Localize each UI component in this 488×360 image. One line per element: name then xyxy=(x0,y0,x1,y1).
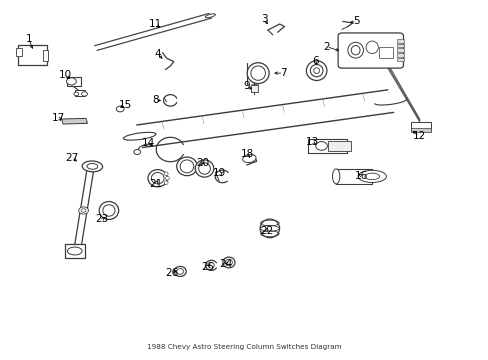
Circle shape xyxy=(79,207,88,214)
Ellipse shape xyxy=(242,154,256,163)
Ellipse shape xyxy=(260,219,279,238)
Bar xyxy=(396,44,403,47)
Ellipse shape xyxy=(87,163,98,169)
Bar xyxy=(396,53,403,57)
Ellipse shape xyxy=(225,259,232,266)
Ellipse shape xyxy=(176,157,197,176)
Bar xyxy=(410,128,430,132)
Ellipse shape xyxy=(350,45,359,55)
Ellipse shape xyxy=(151,172,163,184)
Text: 2: 2 xyxy=(323,42,329,51)
Text: 16: 16 xyxy=(354,171,367,181)
Circle shape xyxy=(315,141,327,150)
Bar xyxy=(335,169,372,184)
Text: 14: 14 xyxy=(141,139,154,148)
Polygon shape xyxy=(61,118,87,124)
FancyBboxPatch shape xyxy=(337,33,403,68)
Bar xyxy=(327,141,350,150)
Text: 22: 22 xyxy=(259,226,272,236)
Bar xyxy=(18,45,47,65)
Bar xyxy=(66,77,81,86)
Text: 10: 10 xyxy=(59,70,71,80)
Text: 15: 15 xyxy=(118,100,131,110)
Text: 11: 11 xyxy=(149,19,162,29)
Ellipse shape xyxy=(306,61,326,81)
Bar xyxy=(396,58,403,61)
Ellipse shape xyxy=(164,181,168,184)
Bar xyxy=(307,139,346,153)
Text: 12: 12 xyxy=(411,131,425,141)
Bar xyxy=(250,85,257,92)
Circle shape xyxy=(81,209,86,212)
Text: 9: 9 xyxy=(243,81,250,91)
Circle shape xyxy=(74,92,79,96)
Ellipse shape xyxy=(164,172,168,176)
Text: 3: 3 xyxy=(260,14,267,24)
Ellipse shape xyxy=(174,266,186,276)
Text: 17: 17 xyxy=(52,113,65,123)
Bar xyxy=(396,39,403,42)
Bar xyxy=(64,244,85,258)
Ellipse shape xyxy=(165,176,169,180)
Text: 13: 13 xyxy=(305,138,319,147)
Bar xyxy=(75,90,84,96)
Circle shape xyxy=(81,92,87,96)
Ellipse shape xyxy=(123,132,156,140)
Ellipse shape xyxy=(67,247,82,255)
Ellipse shape xyxy=(180,160,193,173)
Text: 27: 27 xyxy=(64,153,78,163)
Bar xyxy=(410,122,430,131)
Text: 8: 8 xyxy=(152,95,159,105)
Text: 5: 5 xyxy=(353,17,359,27)
Ellipse shape xyxy=(223,257,235,268)
Text: 4: 4 xyxy=(154,49,161,59)
Ellipse shape xyxy=(195,160,213,177)
Ellipse shape xyxy=(313,68,319,73)
Text: 24: 24 xyxy=(219,259,232,269)
Ellipse shape xyxy=(198,163,210,174)
Ellipse shape xyxy=(250,66,265,80)
Bar xyxy=(378,47,392,58)
Ellipse shape xyxy=(205,14,215,18)
Ellipse shape xyxy=(357,170,386,183)
Ellipse shape xyxy=(208,263,214,268)
Circle shape xyxy=(66,78,76,85)
Ellipse shape xyxy=(366,41,378,54)
Ellipse shape xyxy=(310,64,323,77)
Ellipse shape xyxy=(148,170,167,187)
Bar xyxy=(43,50,48,60)
Text: 18: 18 xyxy=(240,149,253,159)
Text: 21: 21 xyxy=(149,179,162,189)
Text: 1988 Chevy Astro Steering Column Switches Diagram: 1988 Chevy Astro Steering Column Switche… xyxy=(147,345,341,350)
Bar xyxy=(396,48,403,52)
Ellipse shape xyxy=(82,161,102,172)
Ellipse shape xyxy=(246,63,268,84)
Circle shape xyxy=(134,149,141,154)
Text: 6: 6 xyxy=(311,56,318,66)
Text: 1: 1 xyxy=(25,35,32,44)
Ellipse shape xyxy=(176,269,183,274)
Text: 19: 19 xyxy=(212,168,225,178)
Ellipse shape xyxy=(347,42,363,58)
Ellipse shape xyxy=(332,169,339,184)
Text: 25: 25 xyxy=(201,262,214,272)
Ellipse shape xyxy=(102,205,115,216)
Ellipse shape xyxy=(99,202,119,220)
Ellipse shape xyxy=(364,173,379,180)
Text: 23: 23 xyxy=(95,215,108,224)
Text: 26: 26 xyxy=(165,267,179,278)
Text: 7: 7 xyxy=(280,68,286,78)
Circle shape xyxy=(116,106,124,112)
Text: 20: 20 xyxy=(196,158,209,168)
Bar xyxy=(16,48,22,55)
